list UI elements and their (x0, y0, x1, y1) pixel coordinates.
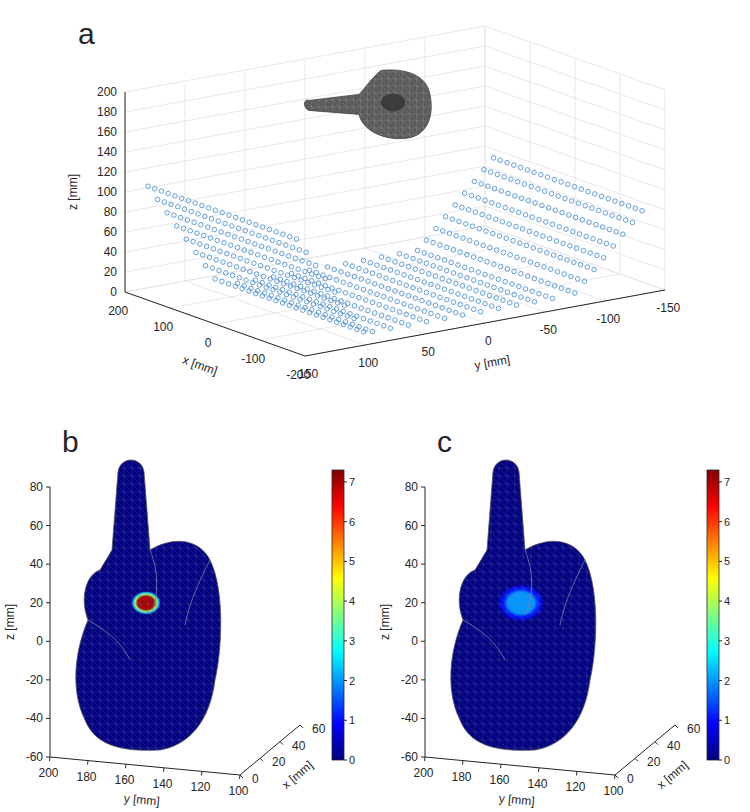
svg-text:100: 100 (358, 356, 378, 370)
svg-text:100: 100 (228, 784, 248, 798)
svg-text:150: 150 (298, 367, 318, 381)
svg-text:0: 0 (411, 634, 418, 648)
svg-text:200: 200 (97, 85, 117, 99)
svg-text:60: 60 (405, 519, 419, 533)
svg-text:b: b (62, 425, 79, 458)
svg-text:180: 180 (451, 770, 471, 784)
svg-text:40: 40 (405, 557, 419, 571)
svg-text:180: 180 (76, 770, 96, 784)
svg-text:7: 7 (349, 476, 355, 488)
svg-text:4: 4 (349, 595, 355, 607)
svg-text:80: 80 (405, 480, 419, 494)
svg-text:-20: -20 (401, 673, 419, 687)
svg-text:40: 40 (667, 739, 681, 753)
svg-text:y [mm]: y [mm] (473, 352, 511, 372)
svg-text:140: 140 (97, 145, 117, 159)
svg-text:0: 0 (724, 754, 730, 766)
svg-text:200: 200 (108, 304, 128, 318)
svg-text:160: 160 (489, 773, 509, 787)
svg-text:-150: -150 (656, 301, 680, 315)
svg-text:y [mm]: y [mm] (123, 791, 160, 808)
svg-text:7: 7 (724, 476, 730, 488)
svg-text:40: 40 (292, 739, 306, 753)
svg-text:80: 80 (30, 480, 44, 494)
svg-text:3: 3 (349, 635, 355, 647)
svg-text:2: 2 (349, 675, 355, 687)
svg-text:120: 120 (97, 165, 117, 179)
svg-text:20: 20 (647, 755, 661, 769)
svg-text:z [mm]: z [mm] (378, 604, 392, 640)
svg-text:0: 0 (627, 772, 634, 786)
svg-text:20: 20 (104, 265, 118, 279)
svg-text:-60: -60 (26, 750, 44, 764)
svg-text:c: c (437, 425, 452, 458)
svg-text:3: 3 (724, 635, 730, 647)
svg-text:6: 6 (724, 516, 730, 528)
svg-text:5: 5 (724, 555, 730, 567)
svg-text:x [mm]: x [mm] (279, 758, 316, 792)
svg-text:2: 2 (724, 675, 730, 687)
svg-text:x [mm]: x [mm] (654, 758, 691, 792)
svg-text:-60: -60 (401, 750, 419, 764)
svg-text:z [mm]: z [mm] (3, 604, 17, 640)
svg-text:180: 180 (97, 105, 117, 119)
svg-text:-50: -50 (540, 323, 558, 337)
svg-text:-40: -40 (26, 711, 44, 725)
svg-text:60: 60 (312, 722, 326, 736)
svg-text:120: 120 (190, 780, 210, 794)
svg-text:140: 140 (152, 777, 172, 791)
svg-text:80: 80 (104, 205, 118, 219)
svg-text:160: 160 (97, 125, 117, 139)
svg-text:20: 20 (30, 596, 44, 610)
svg-text:-100: -100 (241, 352, 265, 366)
svg-text:0: 0 (485, 334, 492, 348)
svg-text:x [mm]: x [mm] (181, 353, 220, 378)
svg-text:60: 60 (104, 225, 118, 239)
svg-text:60: 60 (30, 519, 44, 533)
svg-text:0: 0 (36, 634, 43, 648)
svg-text:z [mm]: z [mm] (66, 174, 80, 210)
svg-text:0: 0 (205, 336, 212, 350)
svg-text:0: 0 (349, 754, 355, 766)
svg-text:120: 120 (565, 780, 585, 794)
svg-text:20: 20 (272, 755, 286, 769)
svg-text:40: 40 (30, 557, 44, 571)
svg-text:5: 5 (349, 555, 355, 567)
svg-text:100: 100 (153, 320, 173, 334)
svg-text:160: 160 (114, 773, 134, 787)
svg-text:200: 200 (413, 766, 433, 780)
svg-text:-20: -20 (26, 673, 44, 687)
svg-text:1: 1 (349, 714, 355, 726)
svg-text:100: 100 (97, 185, 117, 199)
svg-text:1: 1 (724, 714, 730, 726)
svg-text:20: 20 (405, 596, 419, 610)
svg-text:60: 60 (687, 722, 701, 736)
svg-text:100: 100 (603, 784, 623, 798)
svg-text:-100: -100 (596, 312, 620, 326)
svg-text:a: a (78, 17, 95, 50)
svg-text:0: 0 (252, 772, 259, 786)
svg-text:140: 140 (527, 777, 547, 791)
svg-text:200: 200 (38, 766, 58, 780)
svg-text:50: 50 (422, 345, 436, 359)
svg-text:40: 40 (104, 245, 118, 259)
svg-text:y [mm]: y [mm] (498, 791, 535, 808)
svg-text:-40: -40 (401, 711, 419, 725)
svg-text:4: 4 (724, 595, 730, 607)
svg-text:6: 6 (349, 516, 355, 528)
svg-text:0: 0 (110, 285, 117, 299)
